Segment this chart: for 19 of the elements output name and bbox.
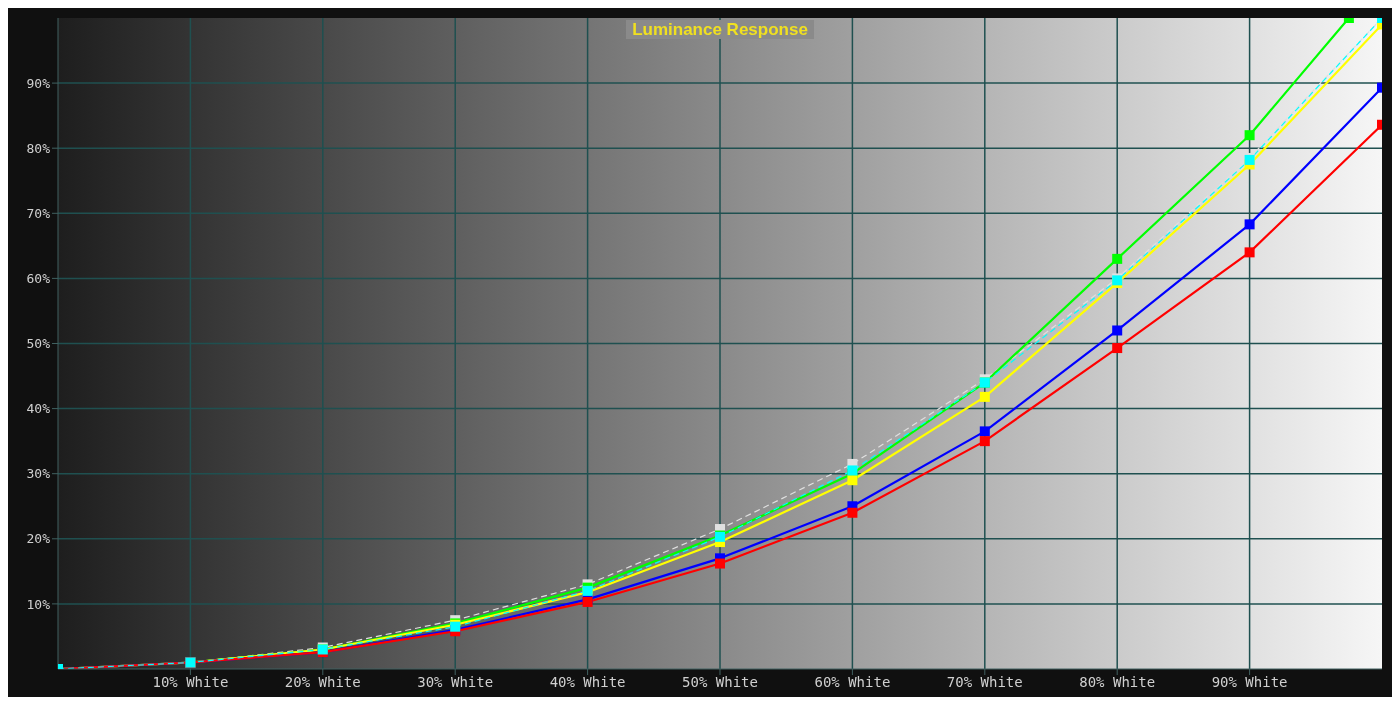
y-tick-label: 60%	[26, 271, 51, 287]
x-tick-label: 90% White	[1211, 673, 1288, 690]
y-tick-label: 90%	[26, 75, 51, 91]
x-tick-label: 70% White	[946, 673, 1023, 690]
y-tick-label: 80%	[26, 140, 51, 156]
y-tick-label: 30%	[26, 466, 51, 482]
y-tick-label: 70%	[26, 205, 51, 221]
y-tick-label: 10%	[26, 596, 51, 612]
x-tick-label: 60% White	[814, 673, 891, 690]
x-tick-label: 50% White	[682, 673, 758, 690]
y-tick-label: 50%	[26, 336, 51, 352]
y-tick-label: 20%	[26, 531, 51, 547]
chart-title: Luminance Response	[626, 20, 814, 39]
x-tick-label: 10% White	[152, 673, 229, 690]
x-tick-label: 20% White	[284, 673, 361, 690]
y-tick-label: 40%	[26, 401, 51, 417]
x-tick-label: 40% White	[549, 673, 626, 690]
x-tick-label: 80% White	[1079, 673, 1156, 690]
x-tick-label: 30% White	[417, 673, 494, 690]
